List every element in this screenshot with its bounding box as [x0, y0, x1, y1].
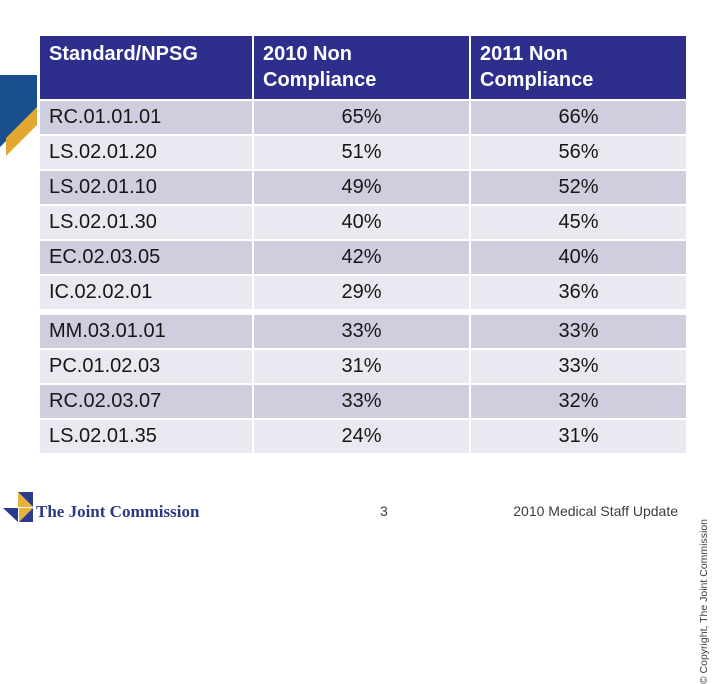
- standard-cell: LS.02.01.30: [40, 206, 252, 239]
- header-2011: 2011 Non Compliance: [471, 36, 686, 99]
- joint-commission-logo-icon: [3, 492, 33, 522]
- table-row: RC.01.01.01 65% 66%: [40, 101, 688, 134]
- standard-cell: LS.02.01.20: [40, 136, 252, 169]
- logo-wordmark: The Joint Commission: [36, 502, 200, 521]
- compliance-table: Standard/NPSG 2010 Non Compliance 2011 N…: [40, 36, 688, 455]
- standard-cell: LS.02.01.10: [40, 171, 252, 204]
- flag-blue-shape: [0, 75, 37, 147]
- standard-cell: PC.01.02.03: [40, 350, 252, 383]
- standard-cell: MM.03.01.01: [40, 315, 252, 348]
- value-2010-cell: 33%: [254, 315, 469, 348]
- value-2011-cell: 33%: [471, 350, 686, 383]
- value-2011-cell: 66%: [471, 101, 686, 134]
- table-row: LS.02.01.20 51% 56%: [40, 136, 688, 169]
- logo-triangle-blue: [3, 508, 18, 522]
- table-row: MM.03.01.01 33% 33%: [40, 315, 688, 348]
- value-2010-cell: 51%: [254, 136, 469, 169]
- logo-triangle-gold: [18, 492, 33, 507]
- table-row: RC.02.03.07 33% 32%: [40, 385, 688, 418]
- value-2011-cell: 56%: [471, 136, 686, 169]
- value-2010-cell: 65%: [254, 101, 469, 134]
- value-2011-cell: 33%: [471, 315, 686, 348]
- standard-cell: RC.02.03.07: [40, 385, 252, 418]
- standard-cell: LS.02.01.35: [40, 420, 252, 453]
- table-row: EC.02.03.05 42% 40%: [40, 241, 688, 274]
- logo-triangle-blue: [19, 508, 33, 522]
- corner-flag-graphic: [0, 75, 37, 156]
- table-row: PC.01.02.03 31% 33%: [40, 350, 688, 383]
- value-2011-cell: 36%: [471, 276, 686, 309]
- table-row: LS.02.01.35 24% 31%: [40, 420, 688, 453]
- value-2010-cell: 40%: [254, 206, 469, 239]
- table-row: LS.02.01.30 40% 45%: [40, 206, 688, 239]
- table-row: LS.02.01.10 49% 52%: [40, 171, 688, 204]
- value-2010-cell: 24%: [254, 420, 469, 453]
- slide: Standard/NPSG 2010 Non Compliance 2011 N…: [0, 36, 710, 684]
- header-standard: Standard/NPSG: [40, 36, 252, 99]
- value-2011-cell: 32%: [471, 385, 686, 418]
- value-2010-cell: 33%: [254, 385, 469, 418]
- standard-cell: RC.01.01.01: [40, 101, 252, 134]
- value-2010-cell: 49%: [254, 171, 469, 204]
- value-2011-cell: 40%: [471, 241, 686, 274]
- value-2011-cell: 45%: [471, 206, 686, 239]
- value-2010-cell: 31%: [254, 350, 469, 383]
- value-2010-cell: 29%: [254, 276, 469, 309]
- footer-deck-title: 2010 Medical Staff Update: [513, 503, 678, 519]
- value-2011-cell: 52%: [471, 171, 686, 204]
- standard-cell: EC.02.03.05: [40, 241, 252, 274]
- standard-cell: IC.02.02.01: [40, 276, 252, 309]
- value-2011-cell: 31%: [471, 420, 686, 453]
- table-row: IC.02.02.01 29% 36%: [40, 276, 688, 309]
- table-header-row: Standard/NPSG 2010 Non Compliance 2011 N…: [40, 36, 688, 99]
- copyright-vertical-text: © Copyright, The Joint Commission: [698, 519, 710, 684]
- value-2010-cell: 42%: [254, 241, 469, 274]
- header-2010: 2010 Non Compliance: [254, 36, 469, 99]
- flag-gold-stripe: [6, 107, 37, 156]
- slide-page-number: 3: [380, 503, 388, 519]
